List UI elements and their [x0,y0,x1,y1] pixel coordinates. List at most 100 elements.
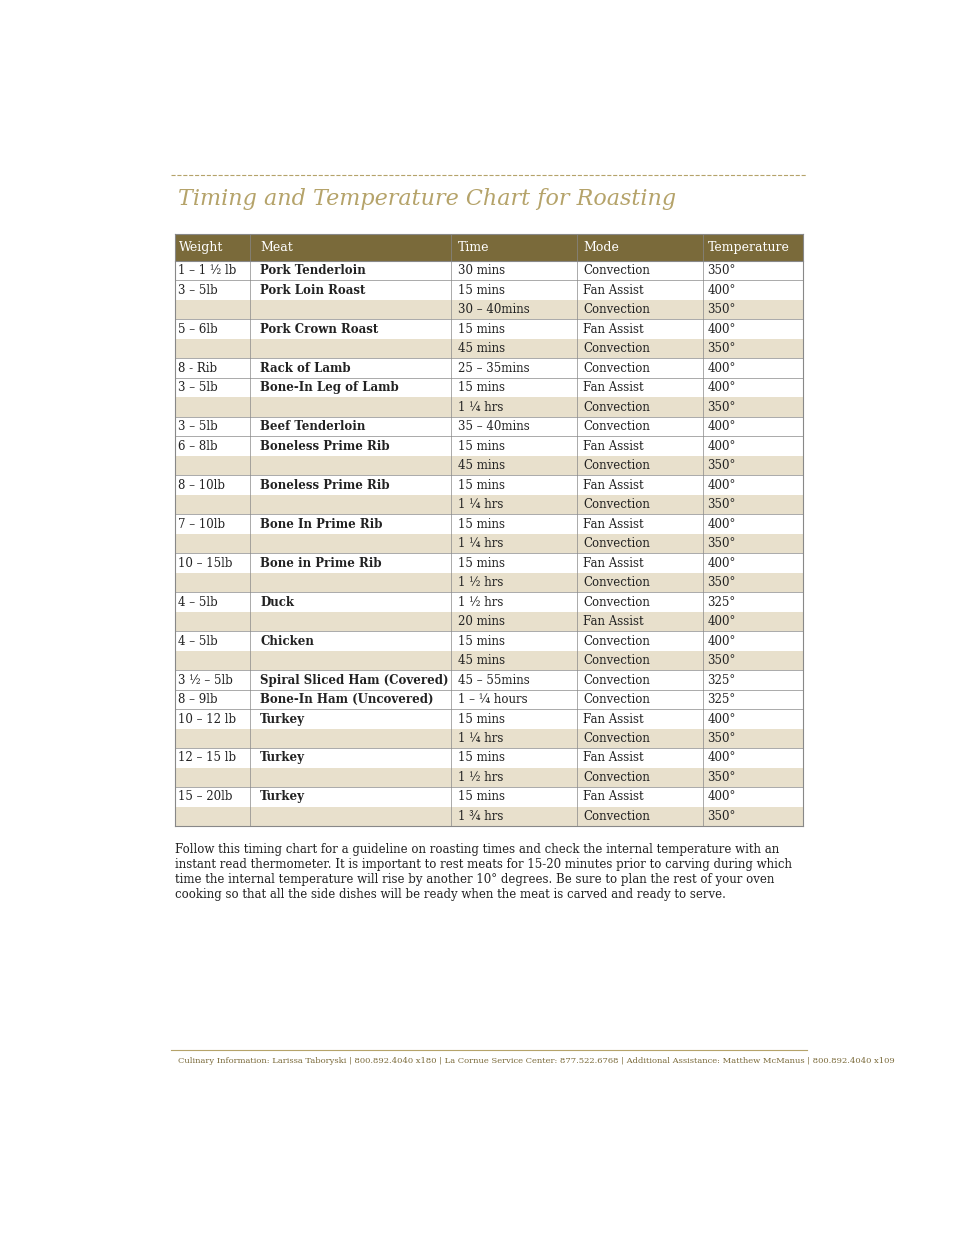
Text: 1 ¼ hrs: 1 ¼ hrs [457,732,502,745]
FancyBboxPatch shape [174,748,802,768]
Text: 1 ½ hrs: 1 ½ hrs [457,771,502,784]
FancyBboxPatch shape [174,709,802,729]
Text: 1 ¾ hrs: 1 ¾ hrs [457,810,502,823]
Text: 45 mins: 45 mins [457,342,504,356]
Text: Convection: Convection [582,771,649,784]
Text: Turkey: Turkey [260,751,305,764]
Text: Rack of Lamb: Rack of Lamb [260,362,351,374]
Text: 15 mins: 15 mins [457,382,504,394]
FancyBboxPatch shape [174,514,802,534]
Text: Convection: Convection [582,342,649,356]
FancyBboxPatch shape [174,261,802,280]
Text: 15 – 20lb: 15 – 20lb [178,790,233,804]
Text: 1 – 1 ½ lb: 1 – 1 ½ lb [178,264,236,277]
FancyBboxPatch shape [174,378,802,398]
FancyBboxPatch shape [174,534,802,553]
Text: 350°: 350° [707,732,735,745]
Text: 30 – 40mins: 30 – 40mins [457,303,529,316]
FancyBboxPatch shape [174,573,802,593]
Text: 15 mins: 15 mins [457,440,504,452]
Text: 15 mins: 15 mins [457,635,504,647]
Text: Convection: Convection [582,264,649,277]
Text: 350°: 350° [707,459,735,472]
FancyBboxPatch shape [174,495,802,514]
Text: 350°: 350° [707,810,735,823]
Text: 400°: 400° [707,420,735,433]
Text: Turkey: Turkey [260,790,305,804]
Text: Beef Tenderloin: Beef Tenderloin [260,420,365,433]
Text: Chicken: Chicken [260,635,314,647]
FancyBboxPatch shape [174,806,802,826]
FancyBboxPatch shape [174,631,802,651]
Text: 25 – 35mins: 25 – 35mins [457,362,529,374]
Text: 400°: 400° [707,713,735,725]
Text: Bone in Prime Rib: Bone in Prime Rib [260,557,381,569]
FancyBboxPatch shape [174,280,802,300]
Text: 400°: 400° [707,322,735,336]
Text: Culinary Information: Larissa Taboryski | 800.892.4040 x180 | La Cornue Service : Culinary Information: Larissa Taboryski … [178,1057,894,1066]
Text: Convection: Convection [582,810,649,823]
Text: 350°: 350° [707,264,735,277]
FancyBboxPatch shape [174,456,802,475]
Text: 400°: 400° [707,751,735,764]
Text: Convection: Convection [582,732,649,745]
Text: 350°: 350° [707,342,735,356]
Text: 8 – 9lb: 8 – 9lb [178,693,218,706]
Text: Pork Crown Roast: Pork Crown Roast [260,322,378,336]
FancyBboxPatch shape [174,787,802,806]
Text: Fan Assist: Fan Assist [582,440,643,452]
FancyBboxPatch shape [174,729,802,748]
Text: 350°: 350° [707,303,735,316]
Text: Fan Assist: Fan Assist [582,557,643,569]
Text: Fan Assist: Fan Assist [582,382,643,394]
Text: 15 mins: 15 mins [457,479,504,492]
Text: 45 mins: 45 mins [457,459,504,472]
Text: Spiral Sliced Ham (Covered): Spiral Sliced Ham (Covered) [260,673,448,687]
Text: Meat: Meat [260,241,293,254]
Text: Fan Assist: Fan Assist [582,751,643,764]
Text: 20 mins: 20 mins [457,615,504,629]
Text: Bone In Prime Rib: Bone In Prime Rib [260,517,382,531]
Text: 1 ¼ hrs: 1 ¼ hrs [457,400,502,414]
Text: 10 – 12 lb: 10 – 12 lb [178,713,236,725]
FancyBboxPatch shape [174,320,802,338]
FancyBboxPatch shape [174,651,802,671]
FancyBboxPatch shape [174,690,802,709]
Text: 400°: 400° [707,362,735,374]
Text: Fan Assist: Fan Assist [582,322,643,336]
Text: 4 – 5lb: 4 – 5lb [178,635,218,647]
Text: Fan Assist: Fan Assist [582,479,643,492]
Text: Convection: Convection [582,635,649,647]
Text: 350°: 350° [707,771,735,784]
Text: Convection: Convection [582,537,649,550]
Text: 45 – 55mins: 45 – 55mins [457,673,529,687]
Text: 1 ¼ hrs: 1 ¼ hrs [457,537,502,550]
Text: 325°: 325° [707,595,735,609]
Text: 350°: 350° [707,576,735,589]
Text: 350°: 350° [707,400,735,414]
Text: 30 mins: 30 mins [457,264,504,277]
Text: Convection: Convection [582,595,649,609]
Text: Turkey: Turkey [260,713,305,725]
Text: 3 – 5lb: 3 – 5lb [178,420,218,433]
Text: Convection: Convection [582,400,649,414]
Text: Duck: Duck [260,595,294,609]
Text: Fan Assist: Fan Assist [582,615,643,629]
Text: 15 mins: 15 mins [457,713,504,725]
Text: 400°: 400° [707,557,735,569]
Text: 3 – 5lb: 3 – 5lb [178,284,218,296]
FancyBboxPatch shape [174,338,802,358]
Text: 1 – ¼ hours: 1 – ¼ hours [457,693,527,706]
Text: 8 – 10lb: 8 – 10lb [178,479,225,492]
Text: 15 mins: 15 mins [457,557,504,569]
Text: Convection: Convection [582,420,649,433]
Text: Convection: Convection [582,459,649,472]
Text: 400°: 400° [707,635,735,647]
Text: 10 – 15lb: 10 – 15lb [178,557,233,569]
Text: Convection: Convection [582,362,649,374]
Text: 15 mins: 15 mins [457,284,504,296]
Text: 325°: 325° [707,673,735,687]
FancyBboxPatch shape [174,417,802,436]
Text: 15 mins: 15 mins [457,517,504,531]
FancyBboxPatch shape [174,436,802,456]
